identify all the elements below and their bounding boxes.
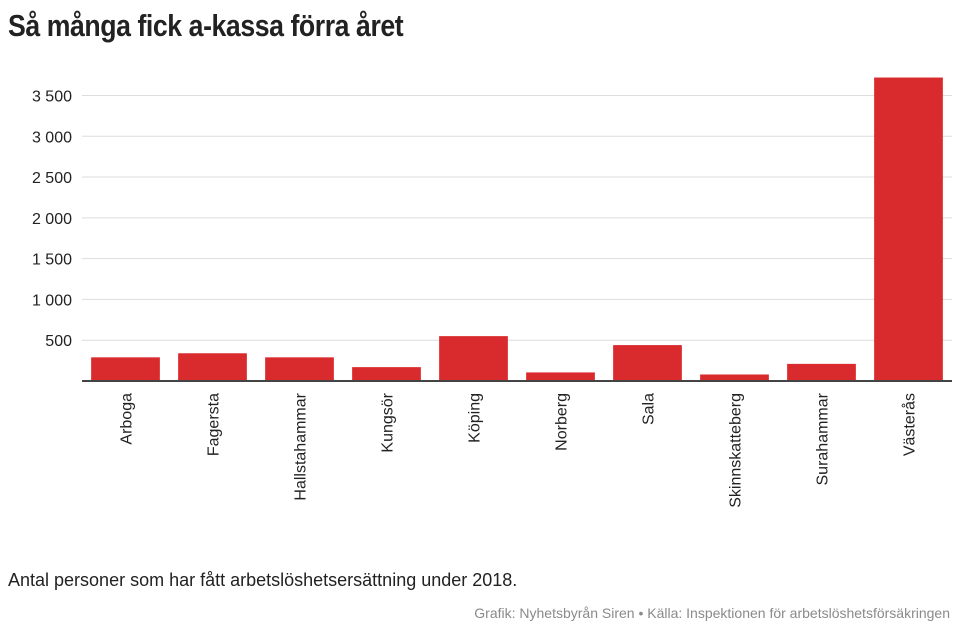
x-category-label: Köping [467, 393, 484, 443]
source-credit: Grafik: Nyhetsbyrån Siren • Källa: Inspe… [474, 605, 950, 621]
bar-sala [613, 345, 682, 381]
bar-hallstahammar [265, 357, 334, 381]
x-category-label: Surahammar [815, 392, 832, 485]
gridlines [82, 94, 952, 341]
x-category-label: Fagersta [206, 393, 223, 456]
bar-chart: 500 1 000 1 500 2 000 2 500 3 000 3 500 Arboga… [32, 77, 952, 508]
bar-västerås [874, 77, 943, 382]
y-tick-label: 3 000 [32, 129, 72, 146]
bar-kungsör [352, 367, 421, 381]
x-category-label: Sala [641, 393, 658, 425]
y-tick-label: 1 000 [32, 292, 72, 309]
bar-fagersta [178, 353, 247, 381]
bar-surahammar [787, 363, 856, 381]
y-tick-label: 3 500 [32, 88, 72, 105]
x-category-label: Norberg [554, 393, 571, 451]
x-category-label: Arboga [119, 393, 136, 445]
bar-norberg [526, 372, 595, 381]
y-tick-label: 1 500 [32, 252, 72, 269]
x-axis-category-labels: Arboga Fagersta Hallstahammar Kungsör Köping… [119, 392, 919, 507]
bar-arboga [91, 357, 160, 381]
x-category-label: Västerås [901, 393, 919, 456]
y-tick-label: 2 500 [32, 170, 72, 187]
chart-caption: Antal personer som har fått arbetslöshet… [8, 570, 518, 590]
x-category-label: Kungsör [380, 392, 397, 452]
y-tick-label: 2 000 [32, 211, 72, 228]
bars [91, 77, 943, 382]
bar-skinnskatteberg [700, 374, 769, 381]
bar-köping [439, 336, 508, 381]
x-category-label: Hallstahammar [293, 392, 310, 500]
y-axis-tick-labels: 500 1 000 1 500 2 000 2 500 3 000 3 500 [32, 88, 72, 350]
y-tick-label: 500 [45, 333, 72, 350]
x-category-label: Skinnskatteberg [728, 393, 745, 508]
chart-title: Så många fick a-kassa förra året [8, 8, 404, 43]
